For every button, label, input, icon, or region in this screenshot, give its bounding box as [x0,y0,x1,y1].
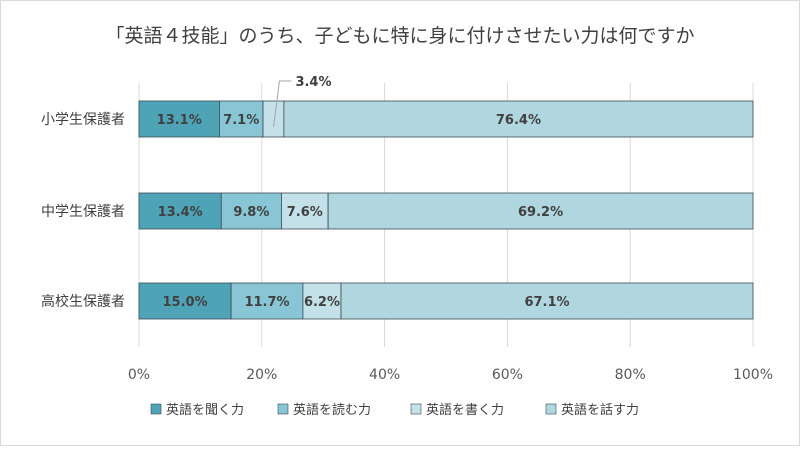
data-label: 13.1% [157,113,202,128]
data-label: 7.6% [287,205,323,220]
bar-segment [138,100,220,138]
legend-label: 英語を聞く力 [166,402,244,418]
category-label: 小学生保護者 [41,112,125,128]
callout-leader-line [272,80,292,128]
legend-swatch [277,403,289,415]
data-label: 11.7% [244,295,289,310]
x-tick-label: 0% [128,367,150,383]
legend-swatch [545,403,557,415]
x-tick-label: 60% [492,367,523,383]
data-labels: 13.1% 7.1% 76.4% 13.4% 9.8% 7.6% 69.2% 15.0% 11.… [157,113,570,310]
bar-segment [281,192,329,230]
legend-swatch [410,403,422,415]
callout: 3.4% [272,75,332,128]
callout-data-label: 3.4% [295,75,331,90]
x-tick-label: 100% [733,367,773,383]
data-label: 67.1% [524,295,569,310]
legend-label: 英語を読む力 [293,402,371,418]
data-label: 76.4% [496,113,541,128]
bar-segment [138,192,222,230]
category-label: 高校生保護者 [41,293,125,310]
category-label: 中学生保護者 [41,204,125,220]
bar-segment [302,282,342,320]
bar-segment [327,192,754,230]
x-tick-label: 80% [615,367,646,383]
chart-title: 「英語４技能」のうち、子どもに特に身に付けさせたい力は何ですか [105,25,694,47]
bar-segment [340,282,754,320]
legend-label: 英語を話す力 [561,402,639,418]
legend-swatch [150,403,162,415]
bar-segment [138,282,232,320]
x-tick-label: 40% [369,367,400,383]
bar-segment [262,100,285,138]
data-label: 6.2% [304,295,340,310]
x-axis-ticks: 0% 20% 40% 60% 80% 100% [128,367,773,383]
bar-segment [220,192,282,230]
bar-segment [230,282,304,320]
legend-label: 英語を書く力 [426,402,504,418]
bar-segment [283,100,754,138]
bars [138,100,754,320]
legend: 英語を聞く力 英語を読む力 英語を書く力 英語を話す力 [150,402,639,418]
data-label: 9.8% [233,205,269,220]
data-label: 69.2% [518,205,563,220]
x-tick-label: 20% [246,367,277,383]
data-label: 7.1% [223,113,259,128]
data-label: 15.0% [162,295,207,310]
data-label: 13.4% [158,205,203,220]
